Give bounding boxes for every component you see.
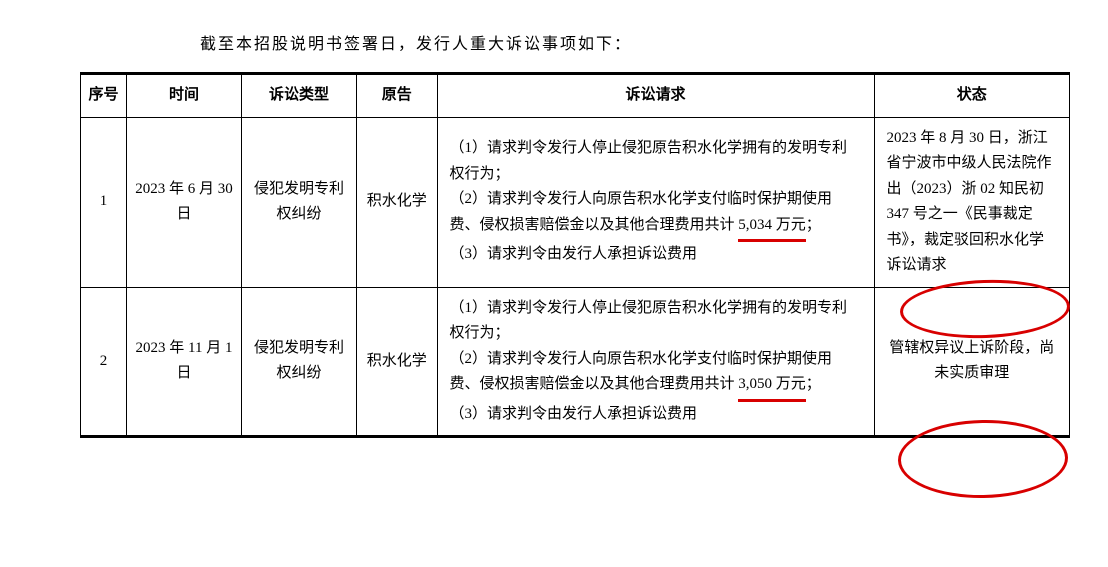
header-claim: 诉讼请求	[437, 74, 874, 118]
cell-date: 2023 年 6 月 30 日	[127, 117, 242, 287]
claim-amount-highlighted: 3,050 万元	[738, 372, 806, 402]
claim-line-3: （3）请求判令由发行人承担诉讼费用	[450, 406, 698, 422]
cell-date: 2023 年 11 月 1 日	[127, 287, 242, 437]
cell-claim: （1）请求判令发行人停止侵犯原告积水化学拥有的发明专利权行为； （2）请求判令发…	[437, 117, 874, 287]
claim-line-1: （1）请求判令发行人停止侵犯原告积水化学拥有的发明专利权行为；	[450, 140, 848, 182]
cell-type: 侵犯发明专利权纠纷	[242, 287, 357, 437]
cell-no: 1	[81, 117, 127, 287]
intro-text: 截至本招股说明书签署日，发行人重大诉讼事项如下：	[200, 30, 1048, 54]
litigation-table: 序号 时间 诉讼类型 原告 诉讼请求 状态 1 2023 年 6 月 30 日 …	[80, 72, 1070, 438]
table-head: 序号 时间 诉讼类型 原告 诉讼请求 状态	[81, 74, 1070, 118]
claim-line-2b: ；	[806, 217, 821, 233]
status-text-circled: 管辖权异议上诉阶段，尚未实质审理	[889, 340, 1054, 382]
claim-amount-highlighted: 5,034 万元	[738, 213, 806, 243]
table-row: 1 2023 年 6 月 30 日 侵犯发明专利权纠纷 积水化学 （1）请求判令…	[81, 117, 1070, 287]
header-no: 序号	[81, 74, 127, 118]
claim-line-1: （1）请求判令发行人停止侵犯原告积水化学拥有的发明专利权行为；	[450, 300, 848, 342]
cell-status: 2023 年 8 月 30 日，浙江省宁波市中级人民法院作出（2023）浙 02…	[874, 117, 1070, 287]
table-row: 2 2023 年 11 月 1 日 侵犯发明专利权纠纷 积水化学 （1）请求判令…	[81, 287, 1070, 437]
cell-plaintiff: 积水化学	[357, 287, 438, 437]
cell-no: 2	[81, 287, 127, 437]
header-status: 状态	[874, 74, 1070, 118]
cell-claim: （1）请求判令发行人停止侵犯原告积水化学拥有的发明专利权行为； （2）请求判令发…	[437, 287, 874, 437]
cell-type: 侵犯发明专利权纠纷	[242, 117, 357, 287]
header-type: 诉讼类型	[242, 74, 357, 118]
header-plaintiff: 原告	[357, 74, 438, 118]
cell-status: 管辖权异议上诉阶段，尚未实质审理	[874, 287, 1070, 437]
cell-plaintiff: 积水化学	[357, 117, 438, 287]
claim-line-2b: ；	[806, 376, 821, 392]
claim-line-3: （3）请求判令由发行人承担诉讼费用	[450, 246, 698, 262]
table-body: 1 2023 年 6 月 30 日 侵犯发明专利权纠纷 积水化学 （1）请求判令…	[81, 117, 1070, 437]
status-text-a: 2023 年 8 月 30 日，浙江省宁波市中级人民法院作出（2023）浙 02…	[887, 130, 1052, 248]
header-date: 时间	[127, 74, 242, 118]
header-row: 序号 时间 诉讼类型 原告 诉讼请求 状态	[81, 74, 1070, 118]
